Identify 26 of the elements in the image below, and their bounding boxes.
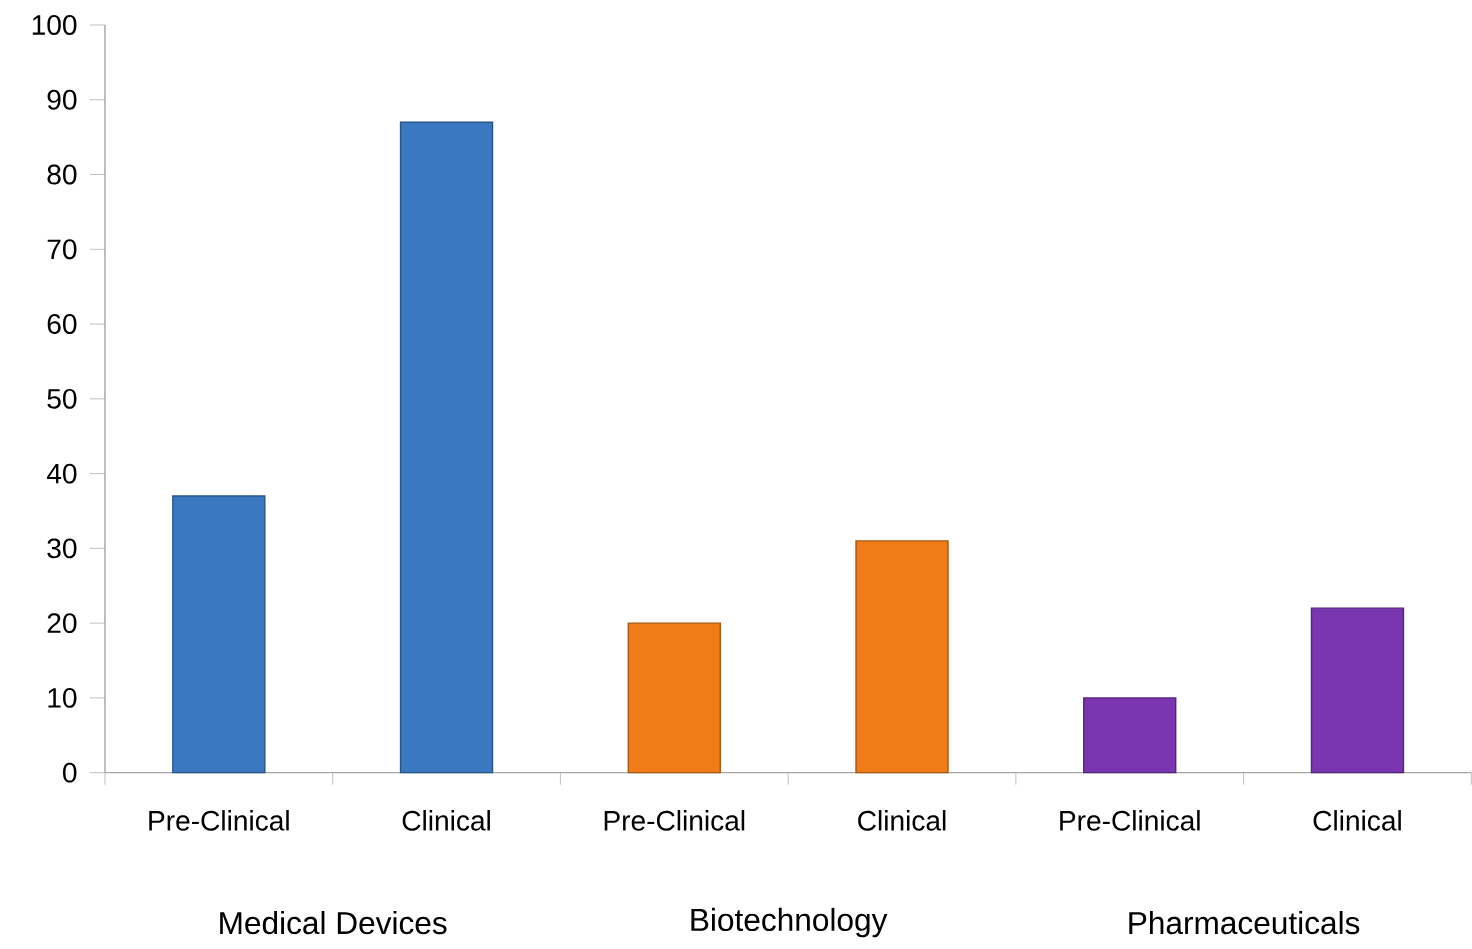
y-tick-label: 20 xyxy=(47,613,77,634)
y-tick-label: 100 xyxy=(32,15,77,35)
x-tick-label: Clinical xyxy=(1313,810,1401,831)
y-tick-label: 90 xyxy=(47,89,77,110)
text: Medical Devices xyxy=(220,910,447,935)
bar xyxy=(1083,697,1177,774)
y-tick-label: 80 xyxy=(47,164,77,185)
y-tick-label: 50 xyxy=(47,388,77,409)
bar xyxy=(855,540,949,774)
y-tick-label: 60 xyxy=(47,314,77,334)
y-tick-label: 10 xyxy=(48,687,77,708)
bar xyxy=(172,495,266,774)
y-tick-label: 40 xyxy=(46,463,77,484)
x-tick-label: Clinical xyxy=(402,810,490,831)
bar xyxy=(399,121,494,774)
text: Pharmaceuticals xyxy=(1129,910,1360,935)
y-tick-label: 70 xyxy=(47,239,77,260)
text: Biotechnology xyxy=(691,907,888,938)
x-tick-label: Pre-Clinical xyxy=(149,810,289,831)
y-tick-label: 30 xyxy=(47,538,77,559)
x-tick-label: Clinical xyxy=(858,810,946,831)
bar xyxy=(1310,607,1405,774)
bar xyxy=(627,622,721,774)
x-tick-label: Pre-Clinical xyxy=(1060,810,1200,831)
x-tick-label: Pre-Clinical xyxy=(604,810,745,831)
y-tick-label: 0 xyxy=(63,762,77,783)
